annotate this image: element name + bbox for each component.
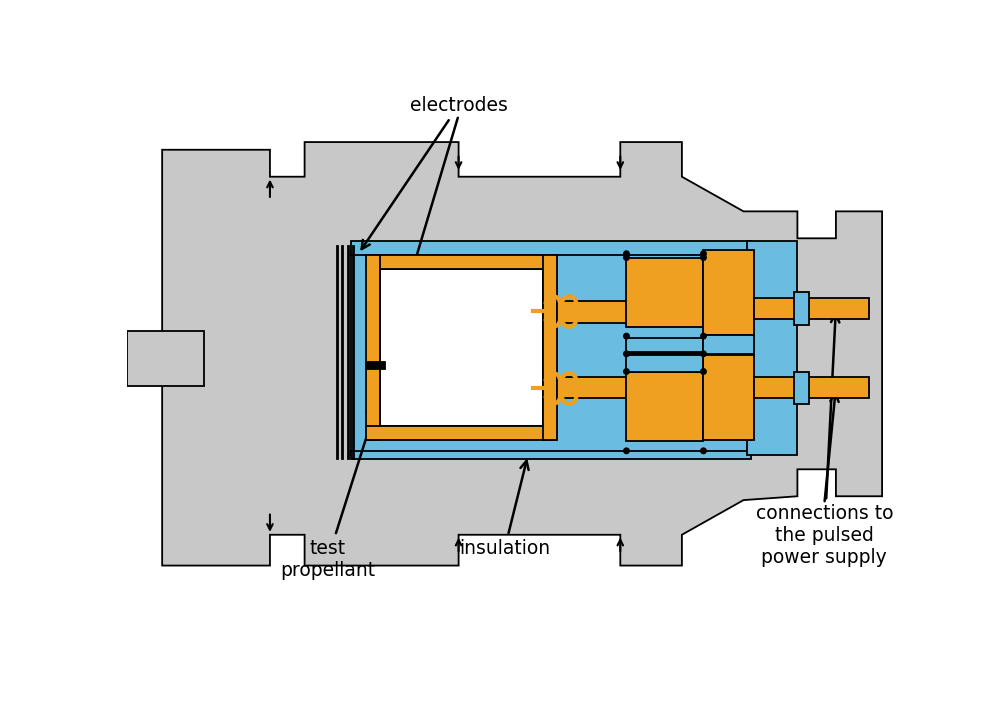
Bar (626, 257, 703, 327)
Bar (794, 292, 809, 325)
Circle shape (700, 350, 707, 357)
Bar (626, 354, 703, 372)
Circle shape (700, 254, 707, 261)
Bar (543, 255, 557, 440)
Polygon shape (162, 142, 882, 566)
Bar (351, 241, 751, 255)
Bar (626, 361, 703, 372)
Bar (557, 301, 750, 323)
Bar (626, 352, 703, 357)
Bar (366, 362, 385, 369)
Bar (557, 377, 750, 398)
Bar (351, 252, 751, 455)
Polygon shape (747, 241, 797, 455)
Bar (366, 426, 555, 440)
Bar (794, 372, 809, 404)
Circle shape (700, 368, 707, 375)
Circle shape (623, 333, 630, 340)
Bar (703, 335, 754, 354)
Bar (754, 377, 869, 398)
Bar (127, 330, 204, 386)
Circle shape (623, 350, 630, 357)
Circle shape (623, 250, 630, 257)
Bar (351, 451, 751, 459)
Bar (703, 355, 754, 440)
Text: test
propellant: test propellant (280, 390, 383, 580)
Circle shape (700, 250, 707, 257)
Circle shape (623, 368, 630, 375)
Bar (626, 338, 703, 352)
Circle shape (623, 447, 630, 454)
Circle shape (623, 254, 630, 261)
Bar (366, 255, 555, 269)
Bar (380, 269, 543, 426)
Bar (366, 255, 380, 440)
Bar (626, 372, 703, 441)
Text: electrodes: electrodes (362, 96, 508, 249)
Text: insulation: insulation (459, 461, 550, 557)
Circle shape (700, 333, 707, 340)
Text: connections to
the pulsed
power supply: connections to the pulsed power supply (756, 314, 893, 567)
Circle shape (700, 447, 707, 454)
Bar (703, 250, 754, 335)
Bar (754, 298, 869, 319)
